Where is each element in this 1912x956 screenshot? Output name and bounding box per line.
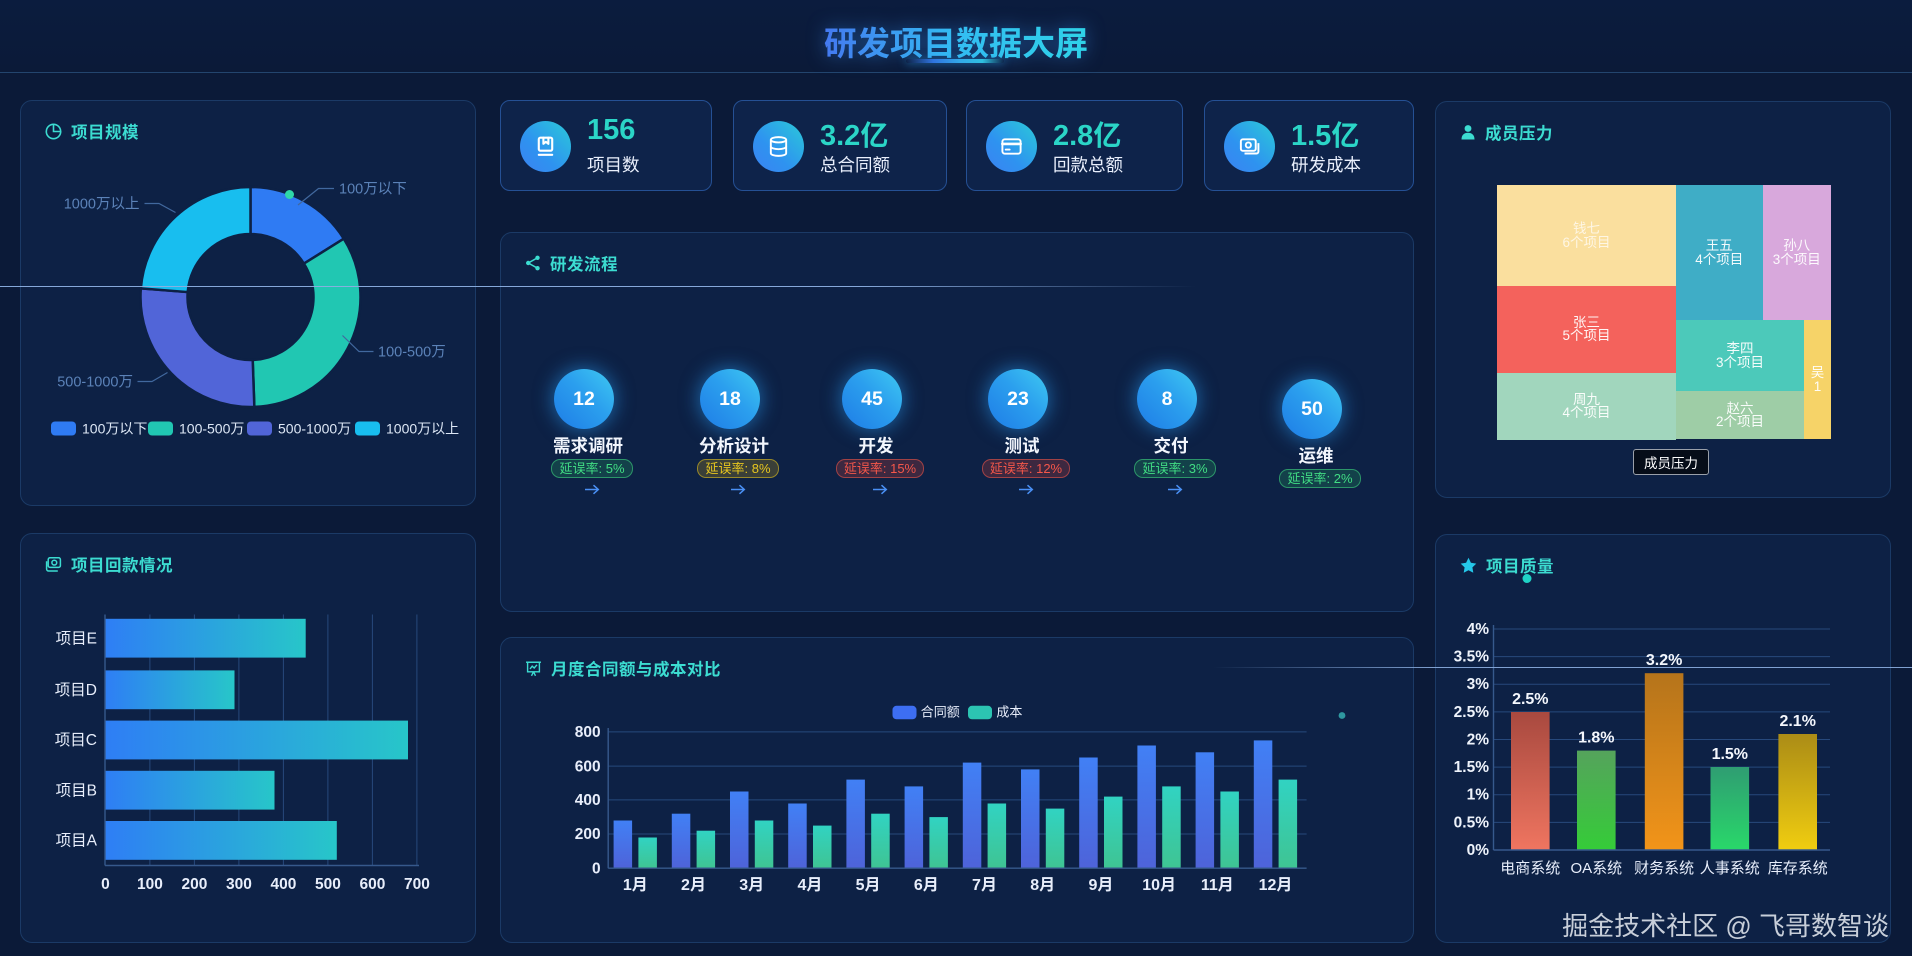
svg-text:100万以下: 100万以下 bbox=[82, 421, 147, 437]
svg-text:100万以下: 100万以下 bbox=[339, 182, 407, 198]
svg-text:项目B: 项目B bbox=[56, 782, 97, 799]
svg-text:100: 100 bbox=[137, 876, 163, 893]
svg-text:1.8%: 1.8% bbox=[1578, 730, 1614, 747]
svg-text:12月: 12月 bbox=[1259, 877, 1293, 894]
svg-text:3.2%: 3.2% bbox=[1646, 652, 1682, 669]
svg-text:合同额: 合同额 bbox=[921, 705, 960, 720]
svg-text:6月: 6月 bbox=[914, 877, 939, 894]
svg-text:2月: 2月 bbox=[681, 877, 706, 894]
svg-text:OA系统: OA系统 bbox=[1570, 860, 1622, 877]
svg-text:3.5%: 3.5% bbox=[1454, 649, 1490, 666]
svg-text:2.5%: 2.5% bbox=[1454, 704, 1490, 721]
svg-text:5月: 5月 bbox=[856, 877, 881, 894]
svg-text:4%: 4% bbox=[1467, 621, 1490, 638]
svg-text:2.5%: 2.5% bbox=[1512, 691, 1548, 708]
svg-text:9月: 9月 bbox=[1088, 877, 1113, 894]
svg-text:项目A: 项目A bbox=[56, 833, 98, 850]
svg-text:400: 400 bbox=[575, 792, 601, 809]
svg-text:500-1000万: 500-1000万 bbox=[278, 421, 351, 437]
svg-text:0: 0 bbox=[592, 860, 601, 877]
svg-text:200: 200 bbox=[181, 876, 207, 893]
svg-text:500-1000万: 500-1000万 bbox=[57, 375, 133, 391]
svg-text:3月: 3月 bbox=[739, 877, 764, 894]
svg-text:项目C: 项目C bbox=[55, 732, 97, 749]
svg-text:600: 600 bbox=[575, 758, 601, 775]
svg-text:8月: 8月 bbox=[1030, 877, 1055, 894]
svg-text:0: 0 bbox=[101, 876, 110, 893]
svg-text:1.5%: 1.5% bbox=[1454, 759, 1490, 776]
svg-text:1%: 1% bbox=[1467, 787, 1490, 804]
svg-text:2.1%: 2.1% bbox=[1779, 713, 1815, 730]
svg-text:300: 300 bbox=[226, 876, 252, 893]
svg-text:100-500万: 100-500万 bbox=[378, 345, 446, 361]
svg-text:4月: 4月 bbox=[797, 877, 822, 894]
svg-text:电商系统: 电商系统 bbox=[1500, 860, 1560, 877]
svg-text:7月: 7月 bbox=[972, 877, 997, 894]
svg-text:400: 400 bbox=[270, 876, 296, 893]
svg-text:库存系统: 库存系统 bbox=[1768, 860, 1828, 877]
svg-text:0.5%: 0.5% bbox=[1454, 814, 1490, 831]
svg-text:700: 700 bbox=[404, 876, 430, 893]
svg-text:1000万以上: 1000万以上 bbox=[64, 196, 140, 213]
svg-text:800: 800 bbox=[575, 724, 601, 741]
svg-text:1.5%: 1.5% bbox=[1712, 746, 1748, 763]
svg-text:财务系统: 财务系统 bbox=[1634, 860, 1694, 877]
svg-text:3%: 3% bbox=[1467, 676, 1490, 693]
svg-text:项目E: 项目E bbox=[56, 631, 97, 648]
svg-text:11月: 11月 bbox=[1201, 877, 1234, 894]
svg-text:2%: 2% bbox=[1467, 732, 1490, 749]
svg-text:1月: 1月 bbox=[623, 877, 648, 894]
svg-text:0%: 0% bbox=[1467, 842, 1490, 859]
svg-text:100-500万: 100-500万 bbox=[179, 421, 244, 437]
svg-text:成本: 成本 bbox=[996, 705, 1022, 720]
svg-text:600: 600 bbox=[359, 876, 385, 893]
svg-text:500: 500 bbox=[315, 876, 341, 893]
svg-text:1000万以上: 1000万以上 bbox=[386, 421, 459, 437]
svg-text:10月: 10月 bbox=[1142, 877, 1176, 894]
svg-text:人事系统: 人事系统 bbox=[1700, 860, 1760, 877]
svg-text:项目D: 项目D bbox=[55, 682, 97, 699]
svg-text:200: 200 bbox=[575, 826, 601, 843]
